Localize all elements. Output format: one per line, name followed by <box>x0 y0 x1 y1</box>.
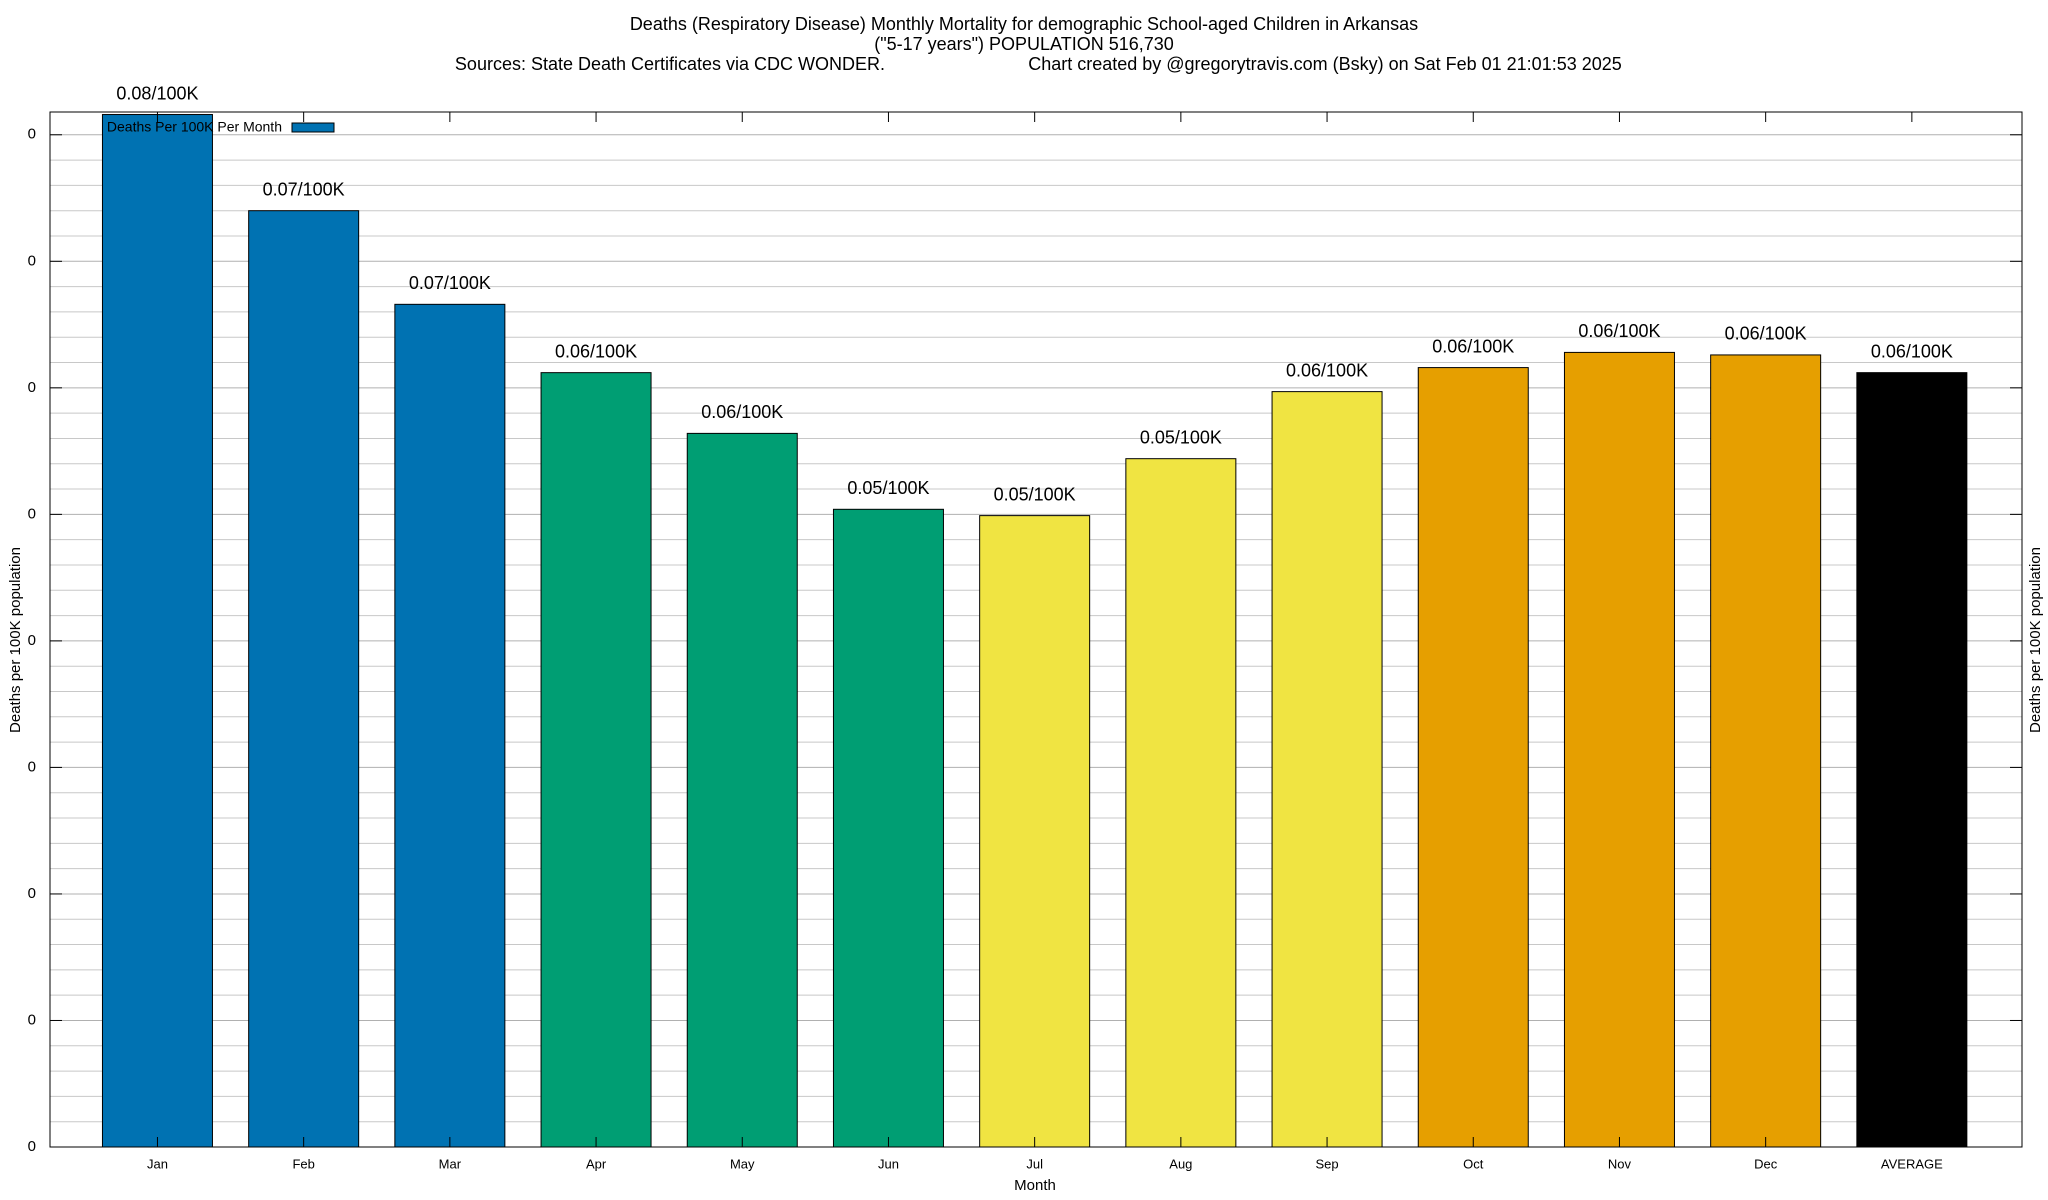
bar <box>394 303 506 1148</box>
y-tick-label: 0 <box>28 252 36 269</box>
y-tick-label: 0 <box>28 758 36 775</box>
x-tick-label: Aug <box>1169 1156 1192 1171</box>
value-label: 0.05/100K <box>994 484 1076 504</box>
value-label: 0.06/100K <box>1286 360 1368 380</box>
bar <box>1417 367 1529 1148</box>
y-tick-label: 0 <box>28 632 36 649</box>
legend-swatch <box>291 122 335 133</box>
x-tick-label: Dec <box>1754 1156 1778 1171</box>
x-tick-label: May <box>730 1156 755 1171</box>
y-tick-label: 0 <box>28 885 36 902</box>
y-tick-label: 0 <box>28 126 36 143</box>
value-label: 0.06/100K <box>1871 341 1953 361</box>
chart-subtitle: ("5-17 years") POPULATION 516,730 <box>874 34 1174 54</box>
y-axis-label: Deaths per 100K population <box>7 547 24 733</box>
x-tick-label: Jan <box>147 1156 168 1171</box>
x-tick-label: Apr <box>586 1156 607 1171</box>
chart-title: Deaths (Respiratory Disease) Monthly Mor… <box>630 14 1418 34</box>
bar <box>979 515 1091 1148</box>
legend-label: Deaths Per 100K Per Month <box>107 119 282 135</box>
y-tick-label: 0 <box>28 505 36 522</box>
bar <box>540 372 652 1148</box>
chart-credit: Chart created by @gregorytravis.com (Bsk… <box>1028 54 1622 74</box>
value-label: 0.05/100K <box>1140 427 1222 447</box>
value-label: 0.05/100K <box>847 478 929 498</box>
value-label: 0.07/100K <box>409 273 491 293</box>
bar <box>686 432 798 1148</box>
x-tick-label: Nov <box>1608 1156 1632 1171</box>
y-tick-label: 0 <box>28 1011 36 1028</box>
bar <box>1125 458 1237 1148</box>
bar <box>1563 351 1675 1148</box>
bar <box>1710 354 1822 1148</box>
y-tick-label: 0 <box>28 1138 36 1155</box>
x-tick-label: AVERAGE <box>1881 1156 1943 1171</box>
bar <box>1856 372 1968 1148</box>
bar <box>248 210 360 1148</box>
value-label: 0.06/100K <box>1725 324 1807 344</box>
value-label: 0.06/100K <box>701 402 783 422</box>
x-tick-label: Oct <box>1463 1156 1484 1171</box>
x-tick-label: Sep <box>1315 1156 1338 1171</box>
x-tick-label: Mar <box>439 1156 462 1171</box>
x-axis-label: Month <box>1014 1177 1056 1194</box>
bar <box>832 508 944 1148</box>
value-label: 0.07/100K <box>263 179 345 199</box>
x-tick-label: Jul <box>1026 1156 1043 1171</box>
x-tick-label: Jun <box>878 1156 899 1171</box>
y2-axis-label: Deaths per 100K population <box>2027 547 2044 733</box>
value-label: 0.08/100K <box>116 83 198 103</box>
bar <box>1271 391 1383 1148</box>
value-label: 0.06/100K <box>1578 321 1660 341</box>
value-label: 0.06/100K <box>555 341 637 361</box>
x-tick-label: Feb <box>292 1156 314 1171</box>
value-label: 0.06/100K <box>1432 336 1514 356</box>
chart-source: Sources: State Death Certificates via CD… <box>455 54 885 74</box>
y-tick-label: 0 <box>28 379 36 396</box>
bar <box>101 114 213 1148</box>
